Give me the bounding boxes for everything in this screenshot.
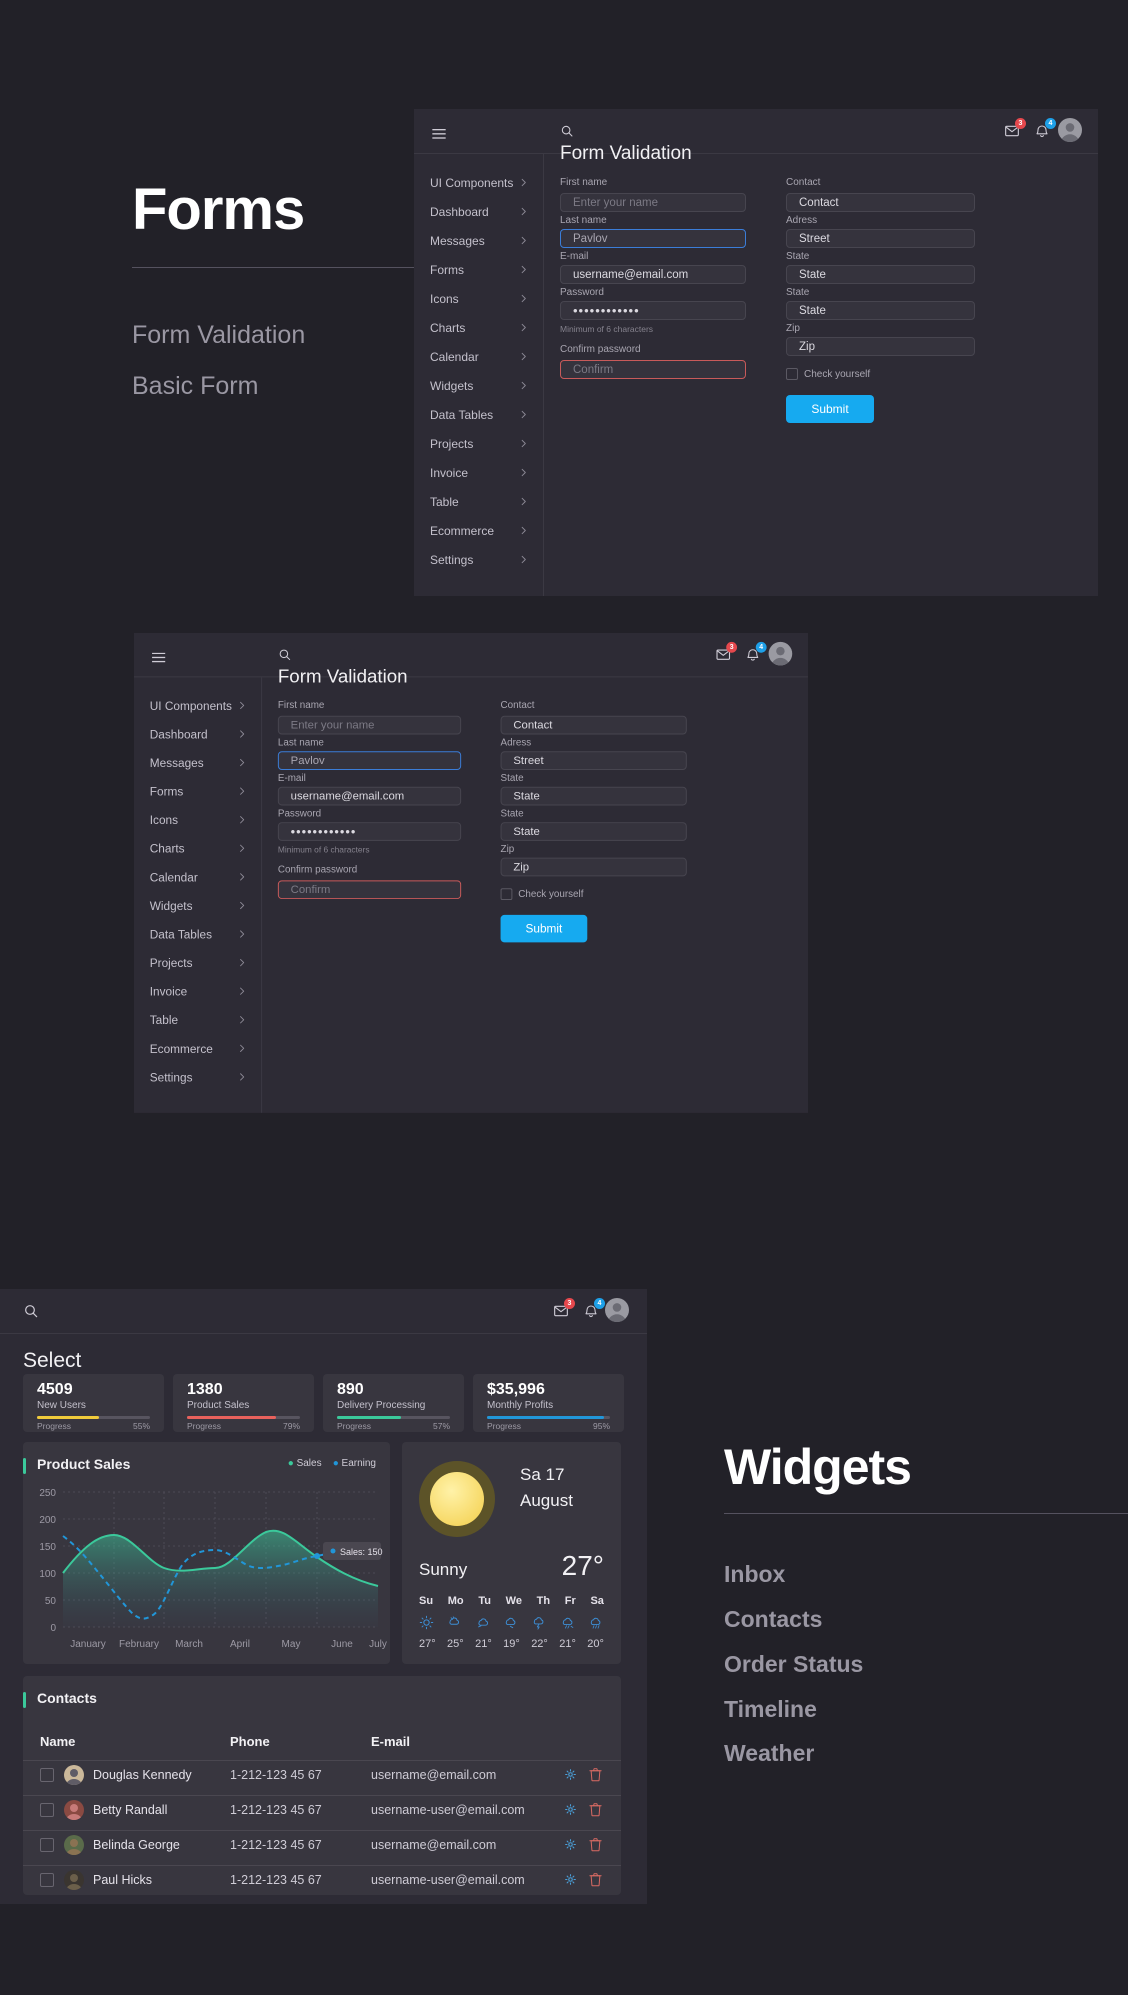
svg-text:200: 200 [39,1515,56,1526]
svg-text:May: May [282,1639,301,1650]
svg-text:June: June [331,1639,353,1650]
svg-text:50: 50 [45,1596,57,1607]
svg-text:100: 100 [39,1569,56,1580]
svg-text:0: 0 [50,1623,56,1634]
svg-text:Sales: 150: Sales: 150 [340,1547,383,1557]
svg-text:March: March [175,1639,203,1650]
svg-text:150: 150 [39,1542,56,1553]
svg-text:250: 250 [39,1488,56,1499]
svg-text:April: April [230,1639,250,1650]
svg-text:July: July [369,1639,387,1650]
svg-text:February: February [119,1639,159,1650]
svg-text:January: January [70,1639,106,1650]
